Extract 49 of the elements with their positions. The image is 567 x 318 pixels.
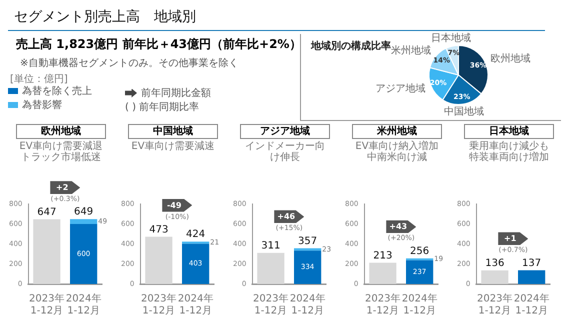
x-tick-label: 2024年 1-12月 (178, 292, 214, 317)
slice-label: 欧州地域 (490, 52, 531, 65)
chart-subtitle: 乗用車向け減少も特装車両向け増加 (468, 141, 550, 163)
chart-title: 欧州地域 (16, 124, 106, 139)
text: ( ) 前年同期比率 (125, 100, 200, 114)
annotation: +1 (503, 233, 518, 246)
chart-subtitle: EV車向け需要減退トラック市場低迷 (18, 141, 104, 163)
annotation: +43 (388, 221, 408, 234)
text: セグメント別売上高 地域別 (14, 8, 196, 26)
x-tick-label: 2024年 1-12月 (290, 292, 326, 317)
text: 地域別の構成比率 (311, 39, 391, 53)
total-label: 213 (373, 250, 392, 262)
x-tick-label: 2024年 1-12月 (66, 292, 102, 317)
text: +2 (55, 182, 70, 194)
total-label: 136 (485, 258, 504, 269)
total-label: 137 (522, 258, 542, 269)
legend-label: 為替を除く売上 (22, 84, 92, 98)
chart-title: 中国地域 (128, 124, 218, 139)
chart-title: 米州地域 (352, 124, 442, 139)
total-label: 357 (298, 236, 318, 247)
x-tick-label: 2023年 1-12月 (365, 292, 400, 317)
x-tick-label: 2024年 1-12月 (514, 292, 550, 317)
annotation: +46 (276, 211, 296, 224)
text: ※自動車機器セグメントのみ。その他事業を除く (20, 56, 238, 70)
total-label: 311 (261, 240, 280, 252)
x-tick-label: 2023年 1-12月 (253, 292, 288, 317)
x-tick-label: 2023年 1-12月 (477, 292, 512, 317)
chart-subtitle: インドメーカー向け伸長 (244, 141, 326, 163)
text: 売上高 1,823億円 前年比＋43億円（前年比+2%） (16, 36, 302, 53)
slice-label: 日本地域 (430, 32, 471, 44)
x-tick-label: 2024年 1-12月 (402, 292, 438, 317)
total-label: 649 (74, 206, 94, 218)
chart-title: 日本地域 (464, 124, 554, 139)
slice-label: アジア地域 (375, 82, 426, 94)
chart-title: アジア地域 (240, 124, 330, 139)
slice-label: 米州地域 (391, 44, 432, 57)
x-tick-label: 2023年 1-12月 (141, 292, 176, 317)
annotation: -49 (166, 200, 182, 212)
legend-label: 為替影響 (22, 98, 62, 112)
total-label: 647 (37, 206, 56, 218)
x-tick-label: 2023年 1-12月 (29, 292, 64, 317)
total-label: 256 (410, 246, 430, 257)
total-label: 424 (186, 229, 206, 240)
chart-subtitle: EV車向け需要減速 (130, 141, 216, 152)
total-label: 473 (149, 224, 168, 236)
text: 前年同期比金額 (141, 86, 211, 100)
chart-subtitle: EV車向け納入増加中南米向け減 (354, 141, 440, 163)
text: [単位：億円] (10, 72, 68, 86)
slice-label: 中国地域 (444, 106, 484, 118)
